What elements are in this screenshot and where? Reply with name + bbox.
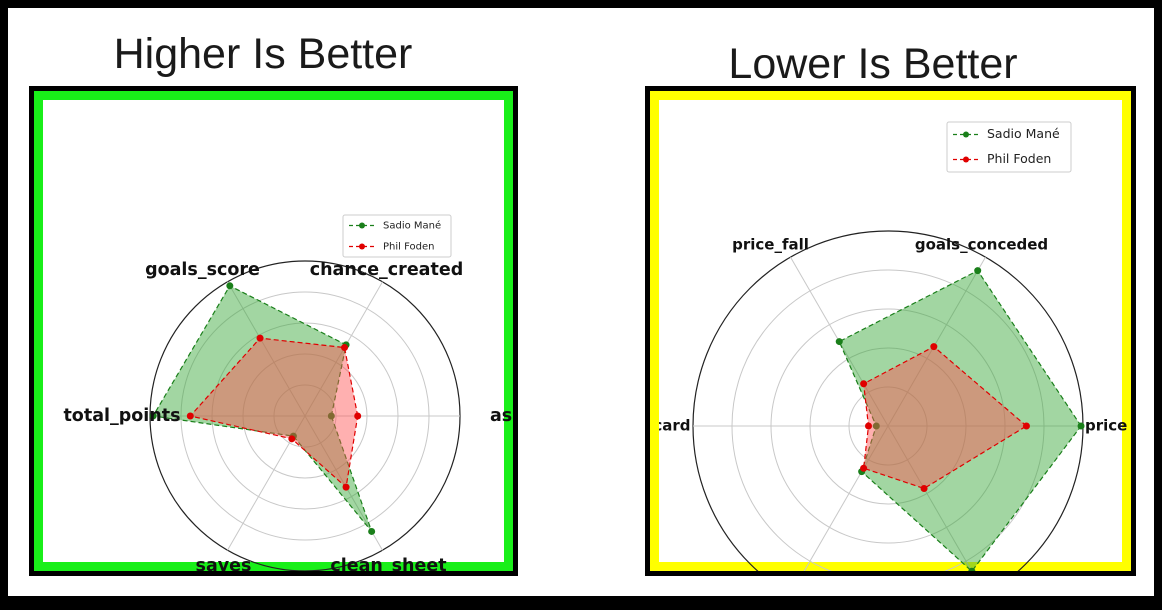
axis-label-price-fall: price_fall: [732, 236, 809, 254]
heading-higher-is-better: Higher Is Better: [113, 30, 413, 78]
series-phil-foden-point-min-per-goal: [860, 464, 868, 472]
axis-label-chance-created: chance_created: [310, 260, 464, 280]
page: Higher Is Better Lower Is Better assist c…: [8, 8, 1154, 596]
series-phil-foden-area: [863, 346, 1027, 489]
series-phil-foden-point-saves: [288, 435, 296, 443]
legend-marker-phil-foden: [963, 156, 969, 163]
series-sadio-mane-point-goals-score: [226, 282, 234, 290]
series-phil-foden-point-yellow-card: [865, 422, 872, 430]
legend: Sadio Mané Phil Foden: [342, 214, 452, 258]
axis-label-assist: assist: [490, 406, 513, 426]
series-phil-foden-point-price: [1022, 422, 1030, 430]
radar-spoke-goals-score: [227, 281, 306, 417]
series-phil-foden-point-price-fall: [860, 380, 868, 388]
series-sadio-mane-point-price: [1077, 422, 1085, 430]
axis-label-price: price: [1085, 417, 1127, 435]
series-phil-foden-point-min-per-assist: [920, 484, 928, 492]
chart-frame-higher: assist chance_created goals_score total_poi…: [29, 86, 518, 576]
axis-label-yellow-card: yellow_card: [659, 417, 691, 435]
series-phil-foden-point-chance-created: [341, 344, 349, 352]
legend-marker-sadio-mane: [963, 131, 969, 138]
radar-spoke-min-per-goal: [803, 425, 889, 571]
series-phil-foden-point-total-points: [186, 412, 194, 420]
axis-label-clean-sheet: clean_sheet: [330, 556, 446, 571]
radar-chart-higher: assist chance_created goals_score total_poi…: [63, 214, 513, 571]
legend-marker-sadio-mane: [359, 222, 365, 229]
legend-marker-phil-foden: [359, 243, 365, 250]
legend-label-sadio-mane: Sadio Mané: [987, 126, 1060, 141]
legend-label-phil-foden: Phil Foden: [383, 242, 434, 253]
series-sadio-mane-point-assist: [327, 412, 335, 420]
legend: Sadio Mané Phil Foden: [946, 121, 1072, 173]
series-sadio-mane-point-goals-conceded: [974, 267, 982, 275]
series-sadio-mane-point-min-per-assist: [968, 567, 976, 571]
series-phil-foden-area: [190, 338, 358, 488]
series-sadio-mane-point-price-fall: [835, 338, 843, 346]
series-sadio-mane-area: [839, 270, 1082, 571]
axis-label-goals-conceded: goals_conceded: [915, 236, 1048, 254]
series-sadio-mane-point-clean-sheet: [368, 527, 376, 535]
axis-label-goals-score: goals_score: [145, 260, 260, 280]
legend-label-sadio-mane: Sadio Mané: [383, 220, 441, 232]
series-phil-foden-point-assist: [354, 412, 362, 420]
legend-label-phil-foden: Phil Foden: [987, 151, 1051, 166]
series-phil-foden-point-clean-sheet: [342, 483, 350, 491]
axis-label-saves: saves: [196, 556, 252, 571]
series-phil-foden-point-goals-score: [256, 334, 264, 342]
chart-frame-lower: price goals_conceded price_fall yellow_card…: [645, 86, 1136, 576]
series-sadio-mane-point-total-points: [149, 412, 157, 420]
heading-lower-is-better: Lower Is Better: [728, 40, 1018, 88]
series-sadio-mane-point-yellow-card: [872, 422, 880, 430]
series-phil-foden-point-goals-conceded: [930, 343, 938, 351]
radar-spoke-clean-sheet: [304, 415, 383, 551]
radar-chart-lower: price goals_conceded price_fall yellow_card…: [659, 121, 1127, 571]
radar-spoke-goals-conceded: [887, 256, 986, 427]
radar-spoke-min-per-assist: [887, 425, 973, 571]
series-sadio-mane-area: [153, 285, 372, 532]
axis-label-total-points: total_points: [63, 406, 180, 426]
